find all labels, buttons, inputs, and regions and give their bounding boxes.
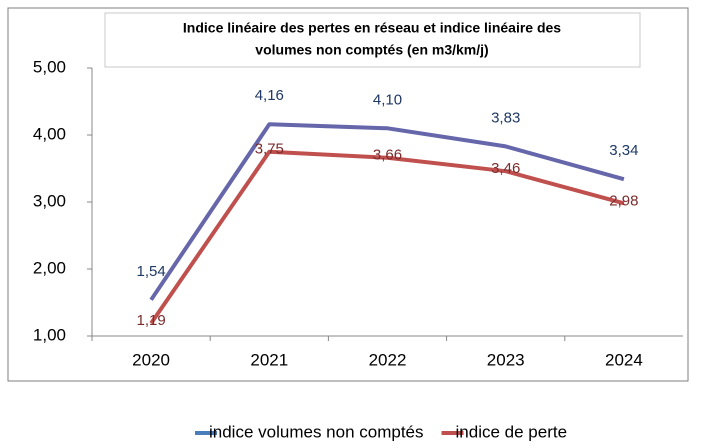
chart-frame: [7, 7, 689, 382]
chart-title: Indice linéaire des pertes en réseau et …: [183, 20, 561, 36]
data-label: 1,54: [136, 263, 165, 280]
data-label: 3,34: [609, 142, 638, 159]
data-label: 2,98: [609, 192, 638, 209]
x-tick-label: 2021: [250, 350, 288, 369]
y-tick-label: 1,00: [33, 325, 66, 344]
data-label: 3,66: [373, 147, 402, 164]
series-line: [149, 149, 625, 325]
legend-label: indice volumes non comptés: [209, 422, 424, 441]
x-tick-label: 2020: [132, 350, 170, 369]
y-tick-label: 4,00: [33, 124, 66, 143]
x-tick-label: 2024: [605, 350, 643, 369]
x-tick-label: 2022: [369, 350, 407, 369]
y-tick-label: 2,00: [33, 258, 66, 277]
chart-subtitle: volumes non comptés (en m3/km/j): [255, 42, 488, 58]
data-label: 3,75: [255, 141, 284, 158]
series-line: [149, 122, 625, 301]
title-box: [104, 12, 641, 68]
data-label: 3,46: [491, 160, 520, 177]
y-tick-label: 3,00: [33, 191, 66, 210]
legend-label: indice de perte: [456, 422, 568, 441]
data-label: 3,83: [491, 109, 520, 126]
x-tick-label: 2023: [487, 350, 525, 369]
y-tick-label: 5,00: [33, 57, 66, 76]
data-label: 1,19: [136, 312, 165, 329]
data-label: 4,16: [255, 87, 284, 104]
data-label: 4,10: [373, 91, 402, 108]
